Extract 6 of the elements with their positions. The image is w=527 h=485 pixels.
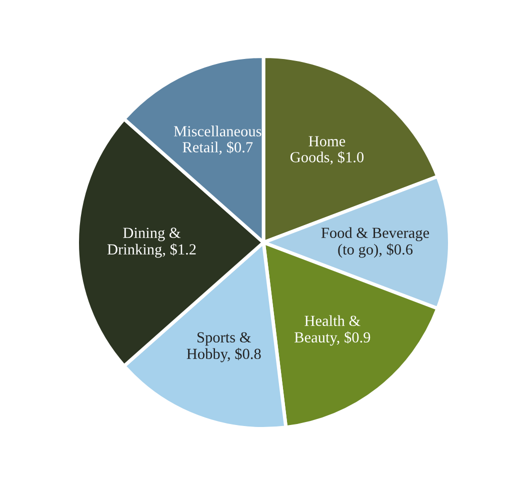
slice-label: Miscellaneous Retail, $0.7 [174,126,262,155]
slice-label: Food & Beverage (to go), $0.6 [321,227,430,258]
slice-label: Health & Beauty, $0.9 [294,315,370,346]
slice-label: Sports & Hobby, $0.8 [186,332,261,362]
slice-label: Dining & Drinking, $1.2 [107,228,196,258]
slice-label: Home Goods, $1.0 [290,136,364,165]
